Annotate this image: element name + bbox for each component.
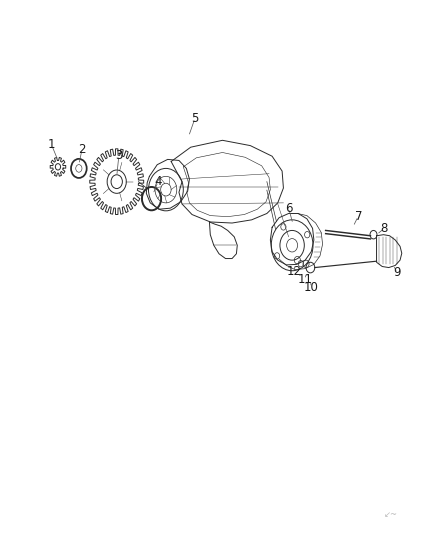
- Text: 2: 2: [78, 143, 86, 156]
- Text: 7: 7: [354, 209, 362, 223]
- Text: 6: 6: [285, 201, 293, 215]
- Text: 1: 1: [48, 138, 55, 151]
- Text: ↙~: ↙~: [384, 510, 398, 519]
- Text: 4: 4: [154, 175, 162, 188]
- Text: 12: 12: [286, 265, 301, 278]
- Text: 10: 10: [304, 281, 319, 294]
- Text: 11: 11: [298, 273, 313, 286]
- Text: 8: 8: [381, 222, 388, 235]
- Text: 5: 5: [191, 111, 199, 125]
- Text: 9: 9: [394, 266, 401, 279]
- Text: 3: 3: [115, 149, 123, 161]
